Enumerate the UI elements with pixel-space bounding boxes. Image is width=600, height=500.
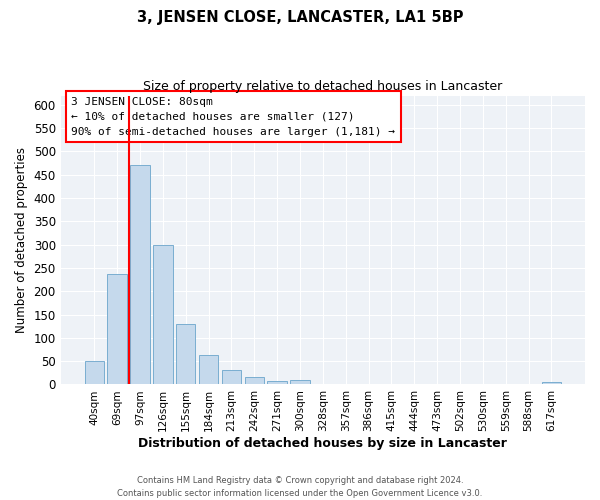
Title: Size of property relative to detached houses in Lancaster: Size of property relative to detached ho…: [143, 80, 502, 93]
X-axis label: Distribution of detached houses by size in Lancaster: Distribution of detached houses by size …: [139, 437, 507, 450]
Bar: [221, 370, 241, 384]
Bar: [107, 274, 127, 384]
Bar: [130, 166, 149, 384]
Bar: [245, 376, 264, 384]
Text: 3 JENSEN CLOSE: 80sqm
← 10% of detached houses are smaller (127)
90% of semi-det: 3 JENSEN CLOSE: 80sqm ← 10% of detached …: [71, 97, 395, 136]
Bar: [542, 382, 561, 384]
Bar: [268, 380, 287, 384]
Bar: [290, 380, 310, 384]
Y-axis label: Number of detached properties: Number of detached properties: [15, 147, 28, 333]
Text: 3, JENSEN CLOSE, LANCASTER, LA1 5BP: 3, JENSEN CLOSE, LANCASTER, LA1 5BP: [137, 10, 463, 25]
Bar: [153, 244, 173, 384]
Bar: [199, 355, 218, 384]
Text: Contains HM Land Registry data © Crown copyright and database right 2024.
Contai: Contains HM Land Registry data © Crown c…: [118, 476, 482, 498]
Bar: [176, 324, 196, 384]
Bar: [85, 361, 104, 384]
